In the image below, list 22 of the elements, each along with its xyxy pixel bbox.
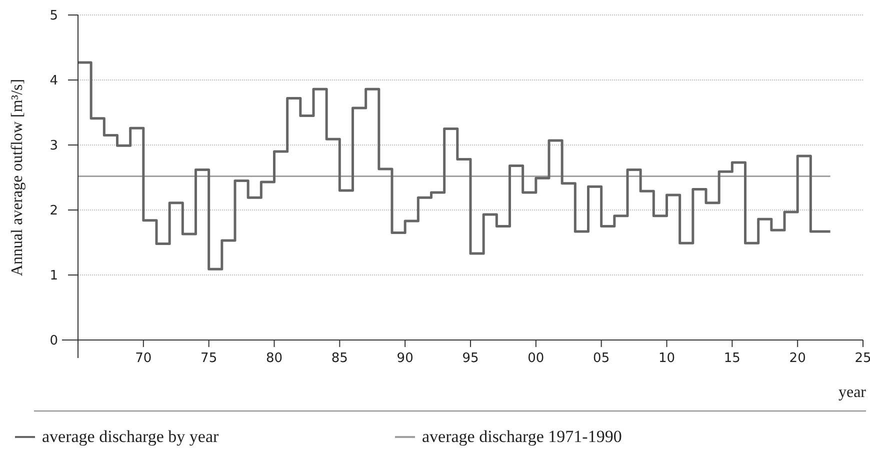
legend-label: average discharge 1971-1990 [422, 427, 622, 446]
y-tick-label: 4 [50, 74, 58, 89]
x-tick-label: 15 [724, 351, 740, 366]
x-tick-label: 20 [789, 351, 806, 366]
y-tick-label: 3 [50, 138, 58, 154]
y-axis-title: Annual average outflow [m³/s] [9, 78, 26, 276]
x-tick-label: 95 [462, 351, 479, 366]
x-axis-title: year [838, 384, 867, 401]
x-tick-label: 90 [396, 351, 414, 366]
y-tick-label: 0 [50, 334, 58, 349]
y-tick-label: 1 [50, 268, 58, 284]
x-tick-label: 25 [854, 351, 870, 366]
x-tick-label: 75 [200, 351, 218, 366]
x-tick-label: 05 [593, 351, 610, 366]
y-tick-label: 2 [50, 204, 58, 219]
y-tick-label: 5 [50, 8, 58, 24]
legend-label: average discharge by year [42, 427, 220, 446]
x-tick-label: 10 [658, 351, 676, 366]
x-tick-label: 80 [266, 351, 283, 366]
x-tick-label: 85 [331, 351, 348, 366]
x-tick-label: 70 [135, 351, 152, 366]
x-tick-label: 00 [528, 351, 544, 366]
